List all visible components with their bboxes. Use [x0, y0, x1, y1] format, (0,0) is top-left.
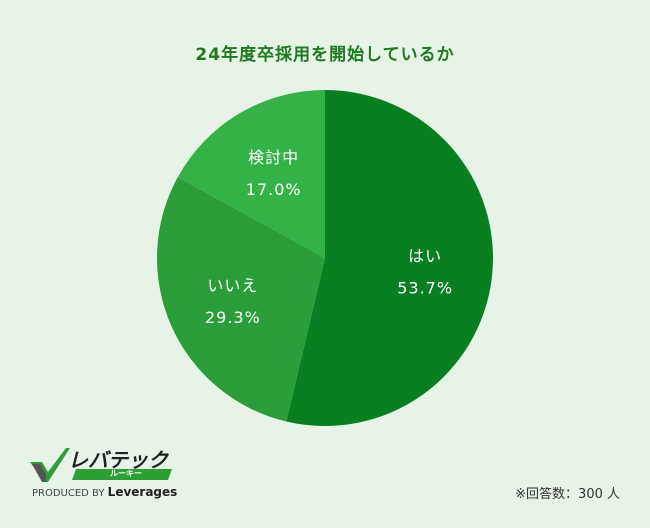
- pie-slice-1: [286, 90, 493, 426]
- leverages-logo: レバテック ルーキー PRODUCED BY Leverages: [30, 444, 190, 504]
- pie-slices: [157, 90, 493, 426]
- chart-title: 24年度卒採用を開始しているか: [195, 45, 455, 65]
- logo-produced-by: PRODUCED BY Leverages: [32, 485, 177, 499]
- pie-slice-3: [177, 90, 325, 258]
- pie-slice-2: [157, 177, 325, 422]
- logo-check-icon: [30, 448, 70, 482]
- slice-value-label: 29.3%: [205, 308, 261, 327]
- slice-category-label: いいえ: [207, 276, 258, 295]
- slice-value-label: 17.0%: [246, 180, 302, 199]
- slice-value-label: 53.7%: [397, 279, 453, 298]
- pie-labels: はい 53.7% いいえ 29.3% 検討中 17.0%: [205, 148, 453, 327]
- response-count-note: ※回答数：300 人: [515, 487, 620, 502]
- produced-by-text: PRODUCED BY: [32, 488, 105, 499]
- logo-sub: ルーキー: [110, 469, 142, 478]
- logo-brand: レバテック: [68, 448, 168, 472]
- slice-category-label: 検討中: [248, 148, 299, 167]
- slice-category-label: はい: [408, 247, 442, 266]
- company-name: Leverages: [107, 485, 178, 499]
